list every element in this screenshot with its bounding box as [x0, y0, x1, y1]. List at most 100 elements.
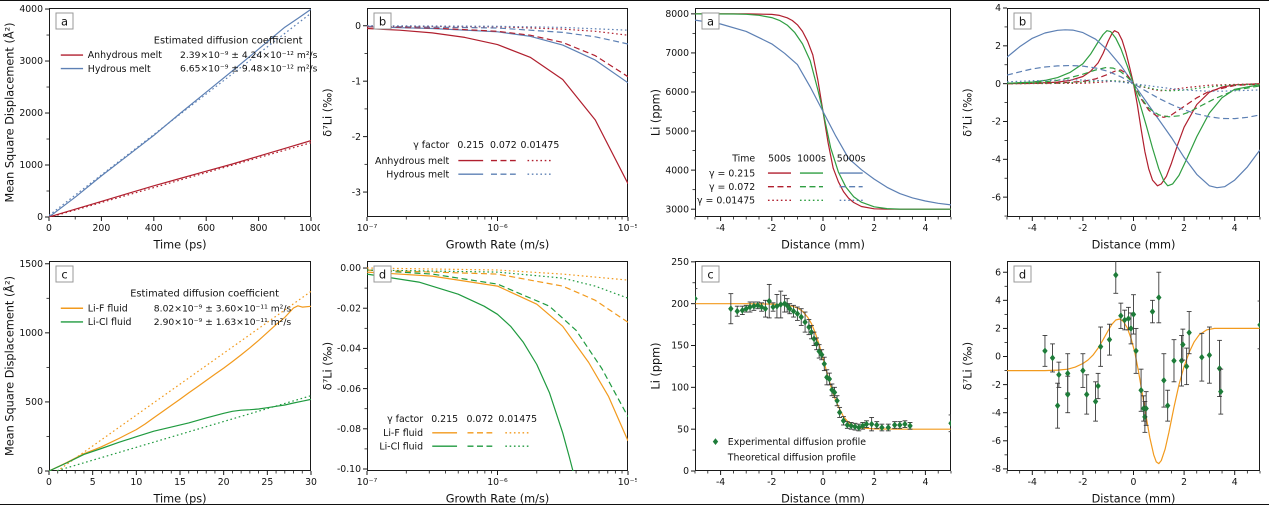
- panel-letter: c: [707, 268, 713, 282]
- legend-text: 6.65×10⁻⁹ ± 9.48×10⁻¹² m²/s: [180, 64, 318, 75]
- x-tick-label: 10⁻⁷: [357, 477, 378, 488]
- legend: Experimental diffusion profile Theoretica…: [712, 437, 866, 464]
- data-point: [751, 302, 757, 310]
- x-tick-label: 4: [1232, 477, 1238, 488]
- x-tick-label: -4: [716, 477, 725, 488]
- panel-label-box: [55, 12, 74, 30]
- x-tick-label: 10⁻⁷: [357, 223, 378, 234]
- series-group: [49, 290, 311, 471]
- x-tick-label: 600: [197, 223, 215, 234]
- y-axis: 3000 4000 5000 6000 7000 8000: [665, 9, 695, 215]
- legend-header: 0.072: [490, 140, 517, 151]
- panel-li-profile-model: -4 -2 0 2 4 3000 4000 5000 6000 7000 8000 Distance …: [648, 1, 960, 252]
- y-tick-label: 500: [25, 397, 43, 408]
- x-tick-label: -2: [767, 477, 776, 488]
- panel-label-box: [373, 12, 392, 30]
- legend-marker: [712, 438, 719, 445]
- data-point: [790, 307, 797, 315]
- legend-header: 0.215: [431, 414, 458, 425]
- panel-letter: b: [1019, 15, 1026, 29]
- x-axis: -4 -2 0 2 4: [694, 471, 952, 488]
- series-li-f-fluid-0-215: [367, 271, 628, 442]
- legend-text: Estimated diffusion coefficient: [130, 289, 279, 300]
- x-tick-label: 800: [250, 223, 268, 234]
- series-5000s-0-215: [1007, 29, 1260, 189]
- series-li-cl-fluid-0-215: [367, 273, 574, 471]
- legend-header: Time: [731, 153, 755, 164]
- x-axis: -4 -2 0 2 4: [1006, 471, 1261, 488]
- panel-label-box: [1013, 12, 1032, 30]
- y-axis-title: Mean Square Displacement (Å²): [4, 276, 17, 456]
- x-axis-title: Distance (mm): [1092, 239, 1176, 252]
- x-axis: -4 -2 0 2 4: [1006, 217, 1261, 234]
- chart-d7li-profile-experiment: -4 -2 0 2 4 6 4 2 0 -2 -4 -6 -8 Distance (mm) δ⁷Li (‰)…: [962, 261, 1261, 505]
- x-axis: 0 200 400 600 800 1000: [46, 217, 320, 234]
- y-tick-label: 3000: [665, 204, 689, 215]
- y-tick-label: 6000: [665, 87, 689, 98]
- series-li-cl-fluid-0-072: [367, 269, 628, 417]
- y-axis: 0.00 -0.02 -0.04 -0.06 -0.08 -0.10: [337, 263, 367, 475]
- panel-letter: d: [379, 268, 386, 282]
- plot-frame: [367, 261, 628, 471]
- legend-entry-label: Experimental diffusion profile: [728, 437, 866, 448]
- data-point: [1130, 310, 1137, 318]
- x-axis-title: Time (ps): [152, 239, 206, 252]
- x-tick-label: -2: [767, 223, 776, 234]
- x-axis-title: Distance (mm): [781, 493, 865, 505]
- data-point: [834, 397, 840, 405]
- data-point: [1183, 362, 1190, 370]
- chart-d7li-growth-fluids: 10⁻⁷ 10⁻⁶ 10⁻⁵ 0.00 -0.02 -0.04 -0.06 -0.08 -0.1…: [322, 261, 637, 505]
- y-tick-label: 0: [355, 21, 361, 32]
- y-tick-label: 1000: [19, 328, 43, 339]
- data-point: [762, 305, 769, 313]
- panel-letter: b: [379, 15, 386, 29]
- chart-msd-melts: 0 200 400 600 800 1000 0 1000 2000 3000 4000 Time (…: [4, 4, 321, 252]
- data-point: [868, 420, 875, 428]
- plot-frame: [49, 261, 311, 471]
- x-tick-label: 25: [261, 477, 273, 488]
- data-point: [874, 421, 880, 429]
- y-tick-label: -0.04: [337, 344, 361, 355]
- series-anhydrous-melt-0-072: [367, 26, 628, 78]
- y-tick-label: -3: [352, 187, 361, 198]
- series-li-cl-fluid-0-01475: [367, 269, 628, 299]
- x-tick-label: -4: [1028, 477, 1037, 488]
- x-axis-title: Growth Rate (m/s): [446, 493, 550, 505]
- series-5000s-0-01475: [1007, 79, 1260, 92]
- y-tick-label: 5000: [665, 126, 689, 137]
- series-hydrous-melt-0-215: [367, 26, 628, 84]
- x-tick-label: 0: [46, 477, 52, 488]
- x-tick-label: 0: [820, 477, 826, 488]
- panel-label-box: [55, 265, 74, 283]
- y-tick-label: 0: [683, 466, 689, 477]
- legend-entry-label: Anhydrous melt: [88, 50, 162, 61]
- series-anhydrous-melt: [49, 140, 311, 217]
- panel-label-box: [701, 265, 720, 283]
- panel-letter: c: [61, 268, 67, 282]
- series-500s-0-01475: [1007, 80, 1260, 92]
- legend-text: Estimated diffusion coefficient: [154, 35, 303, 46]
- x-axis-title: Distance (mm): [1092, 493, 1176, 505]
- y-tick-label: -8: [992, 464, 1001, 475]
- data-point: [819, 351, 825, 359]
- data-point: [1178, 357, 1185, 365]
- data-point: [831, 388, 838, 396]
- data-point: [1083, 391, 1090, 398]
- plot-frame: [1007, 8, 1260, 217]
- series-anhydrous-melt-linear-fit: [49, 142, 311, 217]
- y-tick-label: 2: [995, 41, 1001, 52]
- legend-row-label: Anhydrous melt: [375, 156, 449, 167]
- panel-label-box: [701, 12, 720, 30]
- panel-d7li-growth-fluids: 10⁻⁷ 10⁻⁶ 10⁻⁵ 0.00 -0.02 -0.04 -0.06 -0.08 -0.1…: [320, 254, 637, 505]
- chart-msd-fluids: 0 5 10 15 20 25 30 0 500 1000 1500 Time (ps) Mean Sq…: [4, 259, 317, 504]
- series-1000s-0-072: [1007, 67, 1260, 118]
- legend: Time 500s 1000s 5000s γ = 0.215 γ = 0.072 γ = …: [697, 153, 866, 206]
- x-tick-label: 30: [305, 477, 317, 488]
- plot-frame: [695, 8, 951, 217]
- y-axis: 0 500 1000 1500: [19, 259, 49, 477]
- y-tick-label: -0.02: [337, 303, 361, 314]
- series-group: [367, 25, 628, 184]
- x-tick-label: 2: [1181, 477, 1187, 488]
- y-tick-label: 0: [37, 466, 43, 477]
- data-point: [1097, 343, 1104, 351]
